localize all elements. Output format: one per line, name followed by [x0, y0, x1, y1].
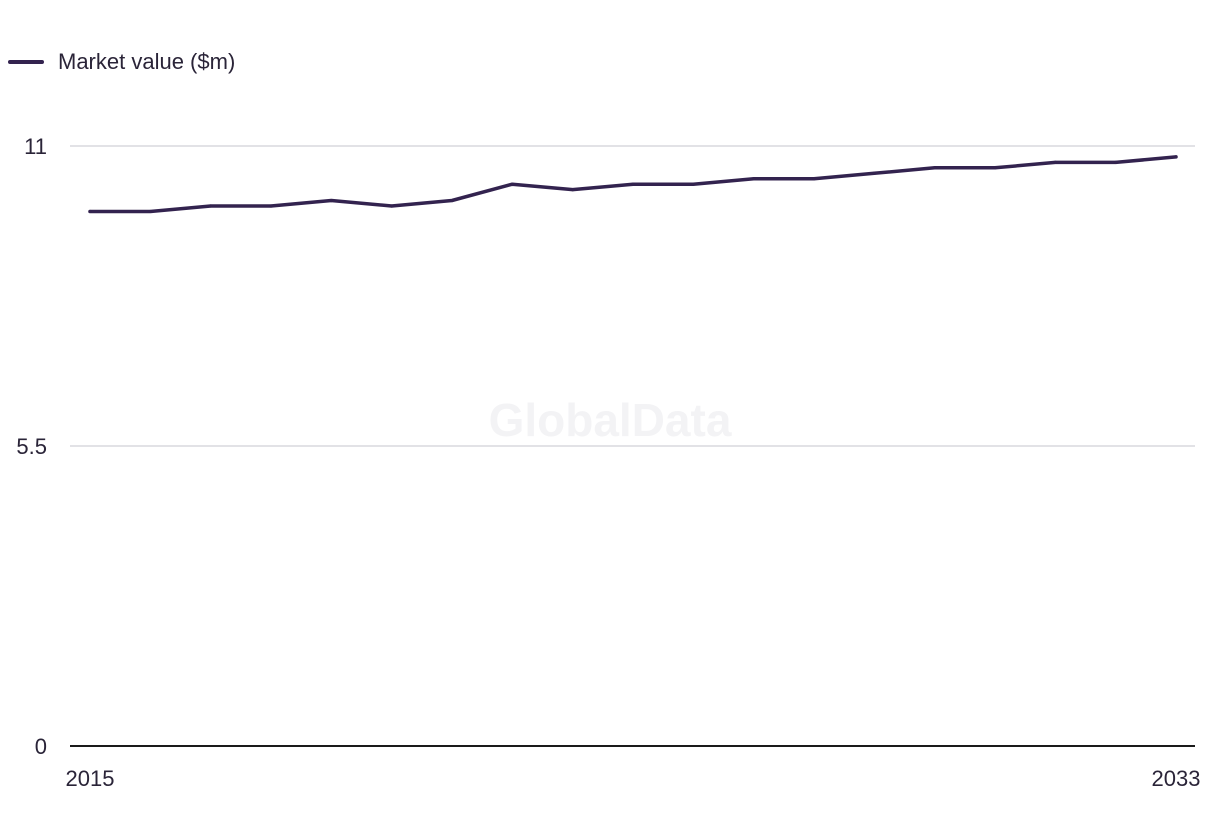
x-tick-label: 2033 — [1152, 766, 1201, 791]
data-point — [691, 182, 695, 186]
series-lines — [88, 155, 1178, 214]
data-point — [752, 177, 756, 181]
data-point — [1114, 160, 1118, 164]
data-point — [269, 204, 273, 208]
data-point — [872, 171, 876, 175]
data-point — [329, 198, 333, 203]
legend-label: Market value ($m) — [58, 49, 235, 74]
data-point — [390, 204, 394, 208]
data-point — [812, 177, 816, 181]
y-tick-label: 0 — [35, 734, 47, 759]
data-point — [571, 188, 575, 192]
data-point — [510, 182, 514, 186]
data-point — [209, 204, 213, 208]
legend: Market value ($m) — [8, 49, 235, 74]
data-point — [450, 198, 454, 203]
data-point — [1174, 155, 1178, 159]
y-axis-ticks: 0 5.5 11 — [16, 134, 47, 759]
gridlines — [70, 145, 1195, 447]
data-point — [993, 166, 997, 170]
data-point — [631, 182, 635, 186]
data-point — [1053, 160, 1057, 164]
y-tick-label: 5.5 — [16, 434, 47, 459]
y-tick-label: 11 — [24, 134, 47, 159]
watermark-text: GlobalData — [489, 394, 732, 446]
data-point — [148, 209, 152, 214]
x-axis-ticks: 2015 2033 — [66, 766, 1201, 791]
x-tick-label: 2015 — [66, 766, 115, 791]
data-point — [88, 209, 92, 214]
data-point — [933, 166, 937, 170]
